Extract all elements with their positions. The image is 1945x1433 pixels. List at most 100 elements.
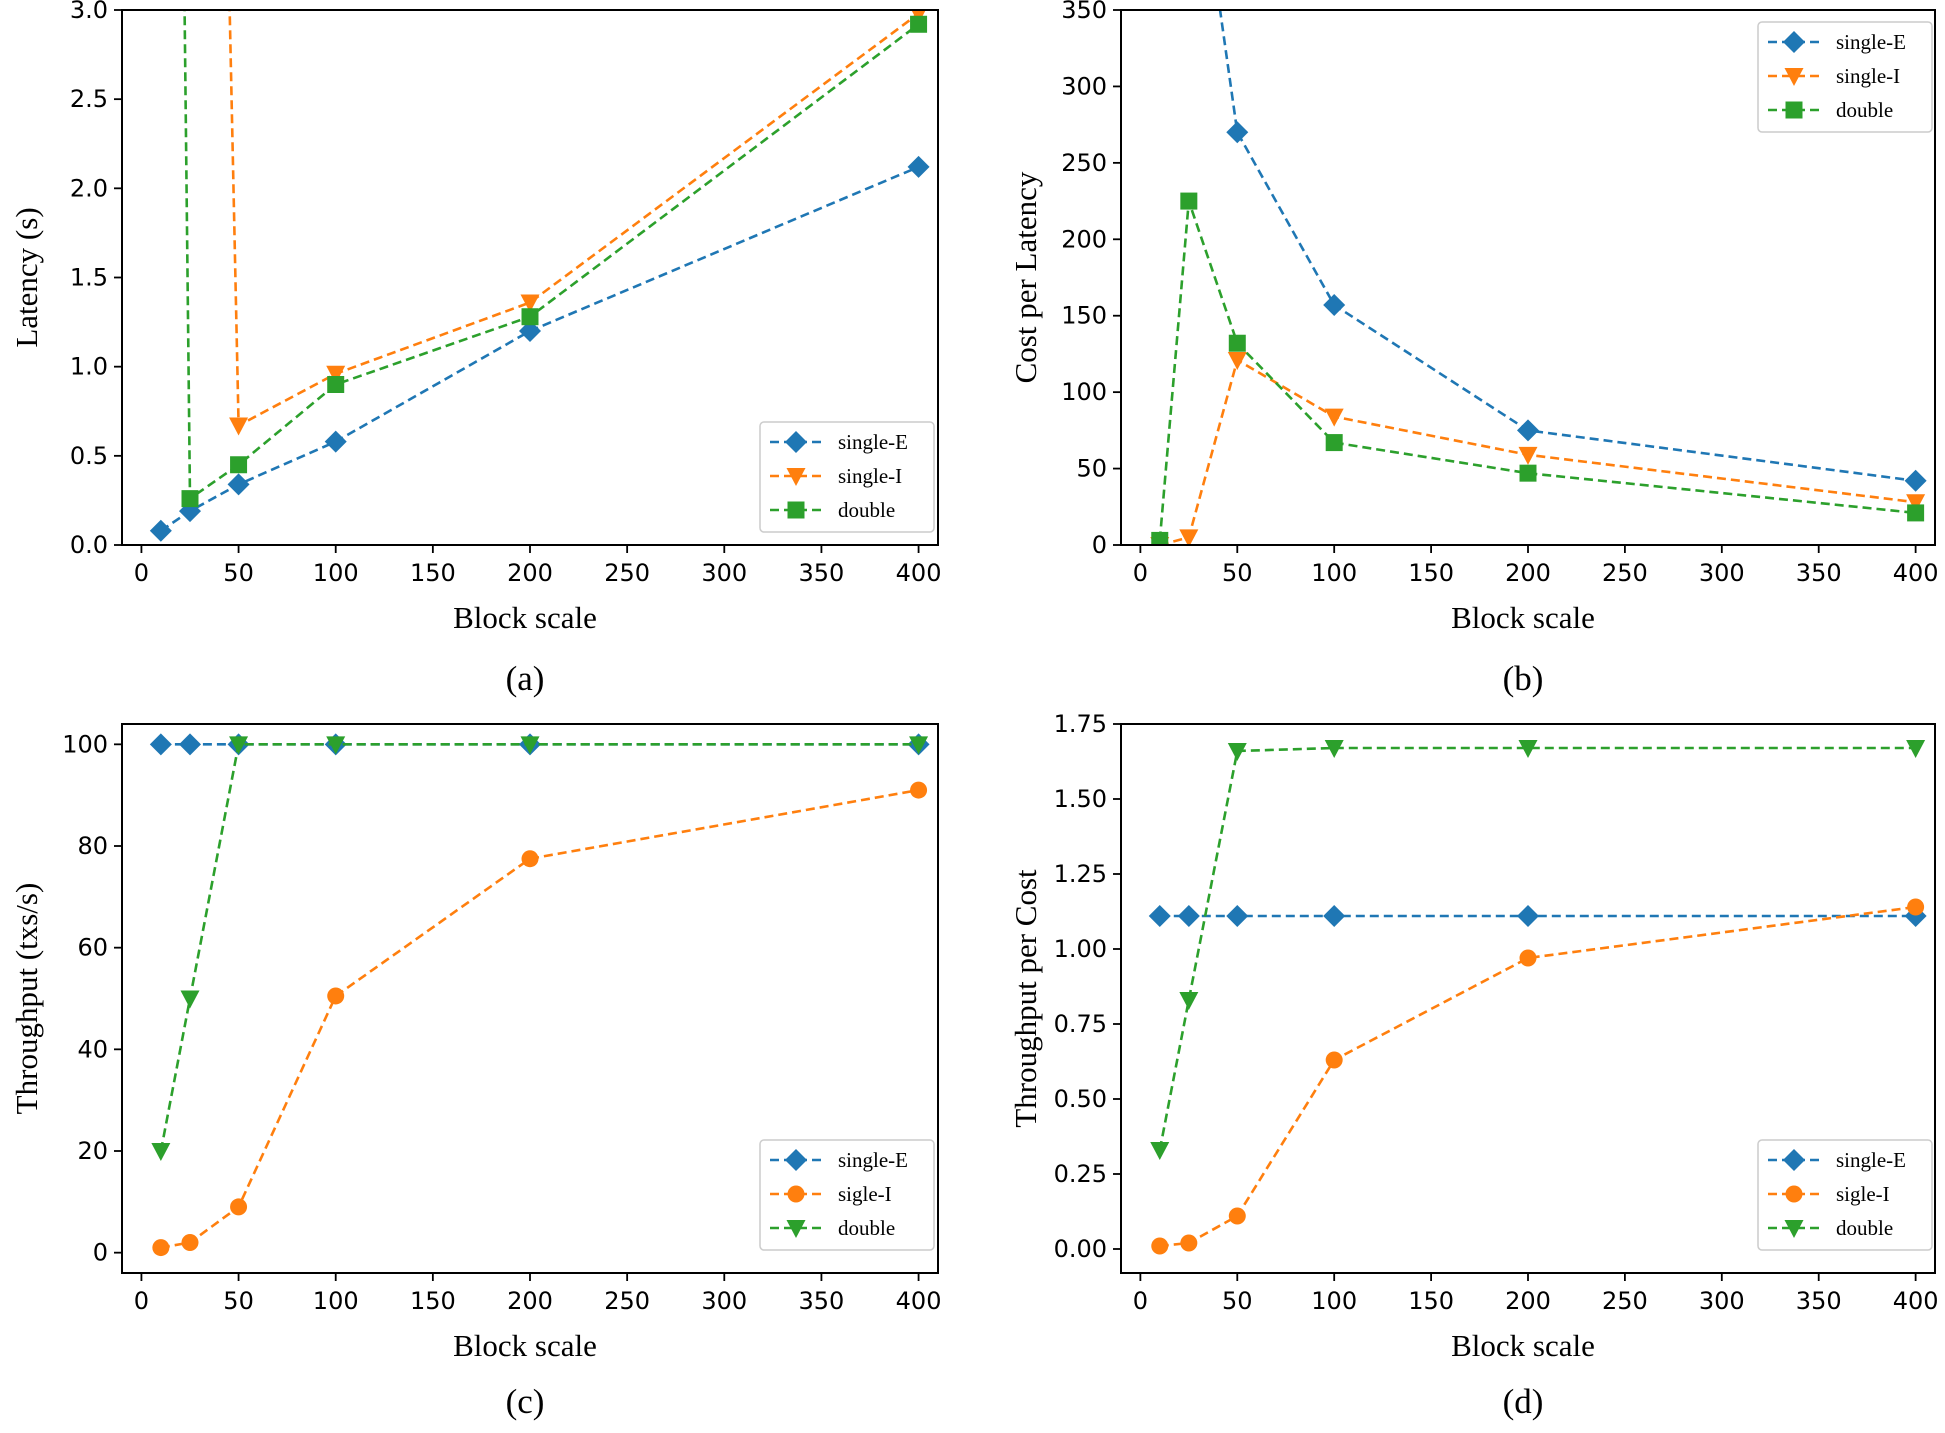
data-point-single-E-200: [519, 320, 541, 342]
y-tick-label: 300: [1061, 72, 1107, 100]
series-line-single-I: [228, 10, 920, 428]
data-point-double-50: [229, 736, 249, 755]
y-axis-label: Throughput (txs/s): [9, 883, 44, 1115]
x-tick-label: 350: [799, 1287, 845, 1315]
legend-label-single-E: single-E: [838, 430, 908, 454]
x-tick-label: 400: [896, 1287, 942, 1315]
y-axis-label: Latency (s): [9, 207, 44, 347]
data-point-double-400: [1907, 504, 1925, 522]
y-tick-label: 1.50: [1054, 785, 1107, 813]
data-point-double-400: [910, 15, 928, 33]
data-point-single-E-100: [1323, 294, 1346, 317]
x-tick-label: 0: [1133, 1287, 1148, 1315]
x-tick-label: 150: [1408, 559, 1454, 587]
data-point-single-E-200: [1517, 419, 1539, 442]
y-tick-label: 1.25: [1054, 860, 1107, 888]
y-tick-label: 60: [77, 934, 108, 962]
x-axis-label: Block scale: [453, 600, 597, 635]
y-tick-label: 1.00: [1054, 935, 1107, 963]
legend-marker-double: [787, 501, 805, 519]
data-point-single-I-25: [1179, 529, 1199, 545]
x-tick-label: 400: [896, 559, 942, 587]
x-tick-label: 200: [507, 1287, 553, 1315]
data-point-single-E-25: [1177, 905, 1200, 927]
panel-caption: (a): [506, 659, 545, 698]
data-point-double-200: [1519, 464, 1537, 482]
x-tick-label: 150: [1408, 1287, 1454, 1315]
data-point-single-I-100: [326, 365, 346, 384]
x-tick-label: 350: [799, 559, 845, 587]
data-point-sigle-I-100: [1325, 1051, 1343, 1069]
data-point-double-400: [1906, 740, 1926, 758]
legend-marker-single-E: [785, 431, 807, 453]
y-tick-label: 2.0: [70, 174, 108, 202]
y-tick-label: 150: [1061, 302, 1107, 330]
data-point-sigle-I-10: [152, 1239, 170, 1257]
legend-label-double: double: [1836, 1216, 1893, 1240]
x-tick-label: 300: [1699, 559, 1745, 587]
legend-marker-single-I: [1784, 68, 1804, 86]
legend-marker-single-I: [786, 468, 806, 486]
y-axis-label: Cost per Latency: [1008, 171, 1043, 383]
x-tick-label: 0: [134, 559, 149, 587]
data-point-double-100: [1325, 434, 1343, 452]
legend-marker-double: [786, 1220, 806, 1238]
panel-caption: (b): [1503, 659, 1544, 698]
legend-marker-single-E: [1783, 1149, 1805, 1171]
x-tick-label: 400: [1893, 559, 1939, 587]
legend-label-single-E: single-E: [1836, 1148, 1906, 1172]
data-point-double-50: [230, 456, 248, 474]
y-tick-label: 20: [77, 1137, 108, 1165]
x-tick-label: 250: [604, 1287, 650, 1315]
data-point-double-100: [1324, 740, 1344, 758]
data-point-single-I-200: [520, 294, 540, 313]
legend-marker-double: [1785, 101, 1803, 119]
data-point-sigle-I-25: [1180, 1234, 1198, 1252]
x-axis-label: Block scale: [453, 1328, 597, 1363]
data-point-sigle-I-10: [1151, 1237, 1169, 1255]
panel-c: 0 50 100 150 200 250 300 350 400 0 20 40 60 80 100 Bloc…: [9, 723, 942, 1421]
data-point-single-I-50: [1227, 352, 1247, 371]
x-tick-label: 150: [410, 559, 456, 587]
data-point-double-25: [180, 990, 200, 1009]
data-point-single-I-400: [1906, 494, 1926, 513]
y-tick-label: 0.00: [1054, 1235, 1107, 1263]
series-line-double: [183, 10, 920, 502]
plot-area: [149, 733, 930, 1257]
data-point-single-E-50: [1226, 905, 1249, 927]
x-tick-label: 350: [1796, 559, 1842, 587]
data-point-single-E-50: [1226, 121, 1249, 144]
x-tick-label: 100: [313, 1287, 359, 1315]
y-tick-label: 250: [1061, 149, 1107, 177]
x-tick-label: 200: [1505, 559, 1551, 587]
data-point-single-E-40: [1207, 0, 1229, 6]
x-tick-label: 100: [1311, 559, 1357, 587]
y-tick-label: 0: [1092, 531, 1107, 559]
data-point-double-25: [1179, 992, 1199, 1010]
x-tick-label: 150: [410, 1287, 456, 1315]
x-axis-label: Block scale: [1451, 1328, 1595, 1363]
y-tick-label: 1.75: [1054, 710, 1107, 738]
data-point-single-E-50: [227, 473, 250, 496]
legend-marker-sigle-I: [1785, 1185, 1803, 1203]
x-tick-label: 300: [701, 1287, 747, 1315]
y-tick-label: 2.5: [70, 85, 108, 113]
legend-label-double: double: [838, 1216, 895, 1240]
y-tick-label: 80: [77, 832, 108, 860]
data-point-single-I-200: [1518, 446, 1538, 465]
data-point-double-10: [151, 1143, 171, 1161]
x-tick-label: 400: [1893, 1287, 1939, 1315]
data-point-single-I-50: [229, 417, 249, 436]
y-tick-label: 1.5: [70, 264, 108, 292]
panel-a: 0 50 100 150 200 250 300 350 400 0.0 0.5 1.0 1.5 2.0 2…: [9, 0, 941, 698]
panel-b: 0 50 100 150 200 250 300 350 400 0 50 100 150 200 250 3…: [1008, 0, 1939, 698]
data-point-double-100: [326, 736, 346, 755]
legend-label-double: double: [1836, 98, 1893, 122]
plot-area: [1150, 0, 1927, 545]
x-tick-label: 50: [223, 1287, 254, 1315]
x-tick-label: 250: [604, 559, 650, 587]
x-tick-label: 100: [313, 559, 359, 587]
data-point-single-E-10: [149, 733, 172, 756]
x-tick-label: 300: [701, 559, 747, 587]
